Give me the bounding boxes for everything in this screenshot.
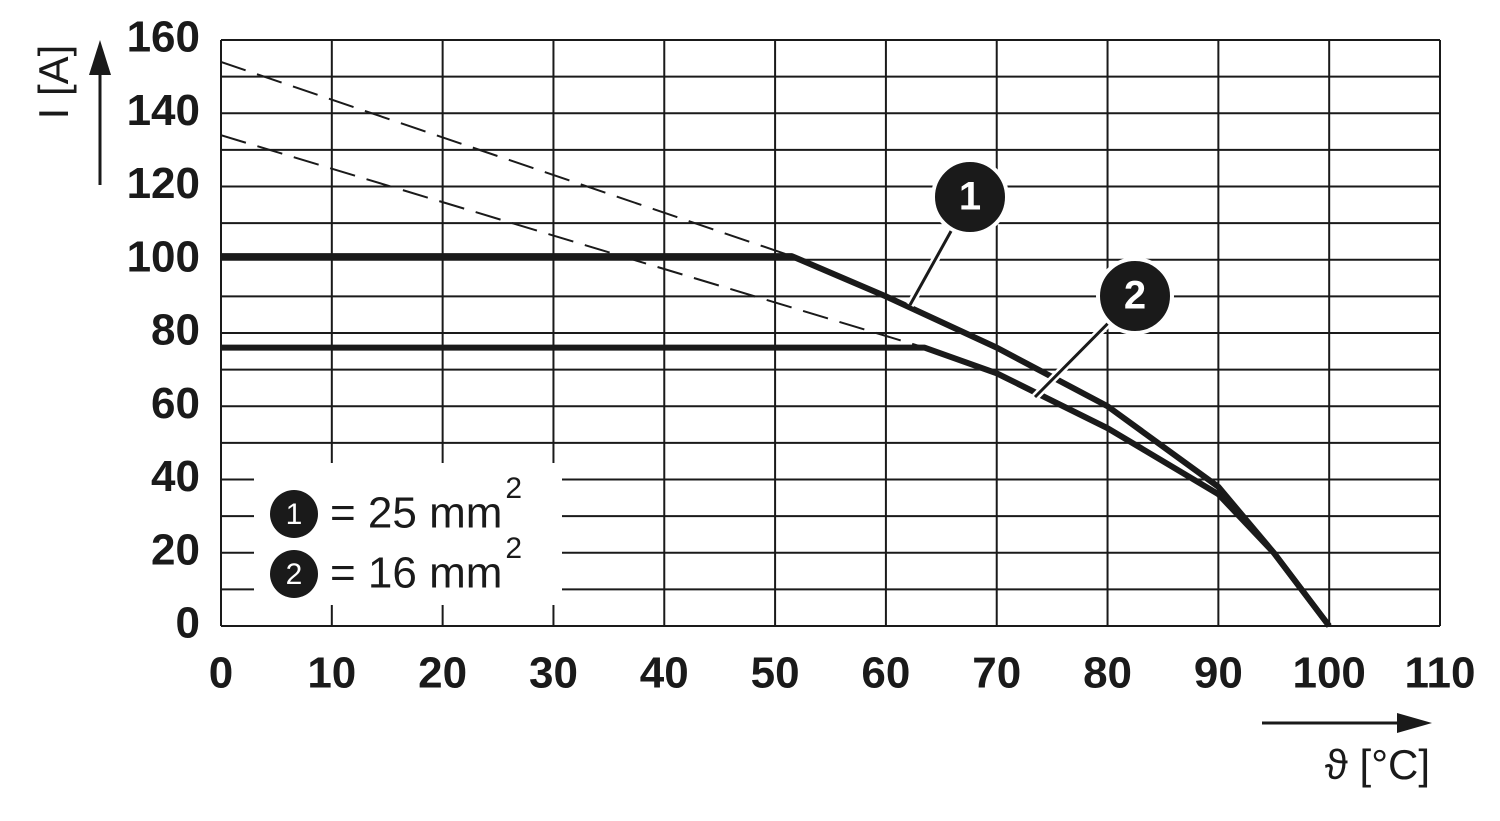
callouts: 12	[906, 158, 1174, 400]
x-tick-label: 10	[307, 649, 356, 698]
legend-marker-label: 2	[286, 558, 303, 591]
legend-marker	[270, 550, 318, 598]
y-tick-label: 60	[151, 379, 200, 428]
legend-marker-label: 1	[286, 498, 303, 531]
callout-circle	[1096, 257, 1174, 335]
x-tick-label: 90	[1194, 649, 1243, 698]
x-tick-label: 30	[529, 649, 578, 698]
x-tick-label: 70	[972, 649, 1021, 698]
legend-text: = 25 mm	[330, 489, 502, 538]
y-tick-label: 100	[127, 232, 200, 281]
grid	[220, 39, 1441, 627]
x-tick-label: 0	[209, 649, 233, 698]
y-tick-label: 80	[151, 306, 200, 355]
y-tick-label: 40	[151, 452, 200, 501]
y-tick-label: 20	[151, 525, 200, 574]
legend-sup: 2	[505, 532, 522, 565]
y-tick-label: 160	[127, 13, 200, 62]
x-tick-label: 50	[751, 649, 800, 698]
y-tick-label: 140	[127, 86, 200, 135]
legend-text: = 16 mm	[330, 549, 502, 598]
y-tick-label: 120	[127, 159, 200, 208]
x-axis-label: ϑ [°C]	[1325, 741, 1430, 788]
callout-label: 1	[959, 175, 981, 219]
x-tick-label: 100	[1292, 649, 1365, 698]
callout-label: 2	[1124, 274, 1146, 318]
legend-marker	[270, 490, 318, 538]
extrapolation-line	[220, 134, 925, 349]
legend-sup: 2	[505, 472, 522, 505]
y-tick-label: 0	[176, 599, 200, 648]
x-tick-label: 60	[861, 649, 910, 698]
y-axis-label: I [A]	[30, 45, 77, 120]
y-arrowhead	[89, 40, 111, 75]
callout-circle	[931, 158, 1009, 236]
extrapolation-line	[220, 61, 793, 258]
x-arrowhead	[1397, 713, 1432, 733]
x-tick-label: 20	[418, 649, 467, 698]
x-tick-label: 40	[640, 649, 689, 698]
x-tick-label: 80	[1083, 649, 1132, 698]
x-tick-label: 110	[1405, 649, 1476, 698]
